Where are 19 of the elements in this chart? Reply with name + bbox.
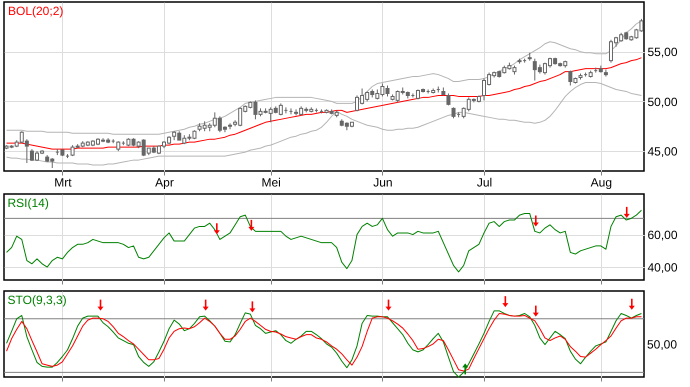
y-tick-label: 55,00 [648,45,678,60]
x-tick-label: Jul [476,176,492,190]
x-tick-label: Mrt [54,176,72,190]
x-tick-label: Apr [155,176,174,190]
chart-title: BOL(20;2) [8,4,64,18]
y-tick-label: 50,00 [648,94,678,109]
y-tick-label: 60,00 [648,228,678,242]
x-tick-label: Mei [261,176,281,190]
line-series [6,82,642,166]
y-tick-label: 40,00 [648,260,678,275]
candlestick [446,92,450,106]
y-tick-label: 45,00 [648,144,678,159]
x-tick-label: Jun [373,176,393,190]
line-series [6,57,642,150]
chart-title: STO(9,3,3) [8,293,67,307]
chart-title: RSI(14) [8,196,49,210]
candlestick [452,106,456,119]
x-tick-label: Aug [590,176,612,190]
line-series [6,210,642,272]
